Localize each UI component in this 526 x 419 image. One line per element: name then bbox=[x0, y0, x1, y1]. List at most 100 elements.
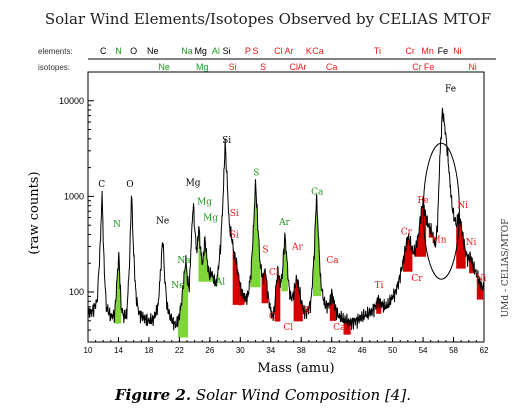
peak-label: O bbox=[126, 180, 133, 190]
header-element-label: P bbox=[245, 46, 251, 56]
peak-label: Ca bbox=[333, 323, 346, 333]
header-isotope-label: Ca bbox=[326, 62, 338, 72]
peak-label: Cl bbox=[283, 323, 293, 333]
peak-label: Mn bbox=[432, 235, 447, 245]
header-isotope-label: Si bbox=[229, 62, 237, 72]
x-tick-label: 10 bbox=[84, 346, 93, 355]
peak-label: Ca bbox=[326, 256, 339, 266]
header-element-label: O bbox=[130, 46, 137, 56]
peak-label: Mg bbox=[203, 213, 218, 223]
header-element-label: Mg bbox=[194, 46, 207, 56]
peak-label: S bbox=[253, 169, 259, 179]
isotope-peak-fill bbox=[274, 266, 281, 322]
header-isotope-label: Cr bbox=[412, 62, 422, 72]
caption-text: Solar Wind Composition [4]. bbox=[191, 386, 411, 404]
x-tick-label: 34 bbox=[266, 346, 275, 355]
header-isotope-label: Fe bbox=[424, 62, 435, 72]
peak-label: Na bbox=[177, 256, 191, 266]
header-element-label: N bbox=[115, 46, 122, 56]
peak-label: Cl bbox=[269, 268, 279, 278]
peak-label: Al bbox=[215, 277, 225, 287]
x-tick-label: 58 bbox=[449, 346, 458, 355]
x-tick-label: 14 bbox=[114, 346, 123, 355]
peak-label: Fe bbox=[418, 196, 429, 206]
isotopes-row-label: isotopes: bbox=[38, 63, 70, 72]
plot-area: 10 14 18 22 26 30 34 38 42 46 50 54 58 62 100 1000 10000… bbox=[59, 71, 489, 355]
y-tick-label: 1000 bbox=[64, 191, 84, 201]
y-tick-label: 10000 bbox=[59, 96, 84, 106]
header-isotope-label: Cl bbox=[289, 62, 298, 72]
x-tick-label: 62 bbox=[480, 346, 489, 355]
peak-label: Cl bbox=[269, 312, 279, 322]
peak-label: Ar bbox=[291, 242, 303, 252]
peak-label: Ca bbox=[311, 187, 324, 197]
header-element-label: S bbox=[253, 46, 259, 56]
peak-label: Ni bbox=[466, 238, 477, 248]
peak-label: Fe bbox=[445, 85, 456, 95]
header-element-label: Si bbox=[223, 46, 231, 56]
header-element-label: Cr bbox=[405, 46, 415, 56]
x-tick-label: 50 bbox=[388, 346, 397, 355]
x-tick-label: 30 bbox=[236, 346, 245, 355]
header-element-label: Al bbox=[212, 46, 220, 56]
element-peak-fill bbox=[281, 232, 288, 292]
x-tick-label: 38 bbox=[297, 346, 306, 355]
element-peak-fill bbox=[198, 226, 219, 287]
header-element-label: Ca bbox=[312, 46, 324, 56]
peak-label: N bbox=[113, 220, 121, 230]
peak-label: Cr bbox=[401, 227, 413, 237]
header-element-label: Ni bbox=[453, 46, 462, 56]
peak-label: K bbox=[304, 306, 311, 316]
element-peak-fill bbox=[250, 179, 261, 288]
peak-label: Ni bbox=[476, 274, 487, 284]
peak-label: Ni bbox=[457, 201, 468, 211]
header-element-label: Mn bbox=[421, 46, 434, 56]
x-tick-label: 26 bbox=[205, 346, 214, 355]
x-axis-label: Mass (amu) bbox=[257, 361, 334, 376]
fe-highlight-ellipse bbox=[422, 142, 460, 280]
header-element-label: Ti bbox=[374, 46, 381, 56]
peak-label: Mg bbox=[197, 198, 212, 208]
x-tick-label: 46 bbox=[358, 346, 367, 355]
chart-title: Solar Wind Elements/Isotopes Observed by… bbox=[45, 10, 491, 28]
header-isotope-label: Ne bbox=[158, 62, 170, 72]
header-isotope-label: Ar bbox=[297, 62, 306, 72]
header-isotope-label: S bbox=[260, 62, 266, 72]
isotope-peak-fill bbox=[232, 239, 245, 305]
header-element-label: Na bbox=[181, 46, 193, 56]
peak-label: Si bbox=[230, 231, 239, 241]
header-elements-row: C N O Ne Na Mg Al Si P S Cl Ar K Ca Ti Cr Mn Fe Ni bbox=[100, 46, 462, 56]
peak-label: Si bbox=[222, 136, 231, 146]
y-tick-label: 100 bbox=[69, 287, 84, 297]
y-axis-label: (raw counts) bbox=[27, 171, 42, 254]
peak-label: P bbox=[238, 299, 244, 309]
peak-label: C bbox=[98, 180, 105, 190]
header-isotopes-row: Ne Mg Si S Cl Ar Ca Cr Fe Ni bbox=[158, 62, 476, 72]
peak-label: Ne bbox=[156, 217, 169, 227]
side-instrument-label: UMd - CELIAS/MTOF bbox=[501, 219, 511, 318]
peak-label: Cr bbox=[411, 274, 423, 284]
header-isotope-label: Ni bbox=[468, 62, 477, 72]
x-tick-label: 22 bbox=[175, 346, 184, 355]
elements-row-label: elements: bbox=[38, 47, 73, 56]
peak-label: Ti bbox=[374, 281, 383, 291]
header-element-label: Cl bbox=[274, 46, 283, 56]
peak-label: Mg bbox=[186, 178, 201, 188]
element-peak-fill bbox=[177, 255, 189, 338]
peak-label: Ne bbox=[171, 281, 184, 291]
peak-label: Ar bbox=[278, 218, 290, 228]
header-element-label: Ne bbox=[147, 46, 159, 56]
header-element-label: C bbox=[100, 46, 107, 56]
x-tick-label: 18 bbox=[144, 346, 153, 355]
caption-label: Figure 2. bbox=[114, 386, 191, 404]
header-element-label: Ar bbox=[285, 46, 294, 56]
figure-caption: Figure 2. Solar Wind Composition [4]. bbox=[114, 386, 411, 404]
x-tick-label: 54 bbox=[419, 346, 428, 355]
peak-label: Si bbox=[230, 209, 239, 219]
header-element-label: K bbox=[306, 46, 312, 56]
header-element-label: Fe bbox=[438, 46, 449, 56]
peak-label: S bbox=[262, 245, 268, 255]
x-tick-label: 42 bbox=[327, 346, 336, 355]
spectrum-trace bbox=[87, 107, 485, 331]
